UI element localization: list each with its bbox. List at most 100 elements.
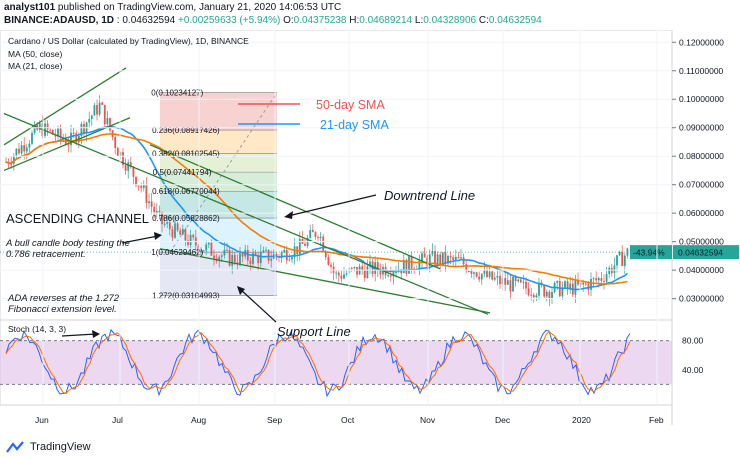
ma21-legend: MA (21, close) <box>8 61 62 71</box>
tradingview-footer[interactable]: TradingView <box>6 441 91 453</box>
candle-body <box>319 236 322 238</box>
candle-body <box>512 276 514 292</box>
candle-body <box>132 166 135 177</box>
candle-body <box>10 163 13 165</box>
candle-body <box>163 223 166 225</box>
sma21-legend-text: 21-day SMA <box>320 118 389 132</box>
candle-body <box>618 252 621 256</box>
candle-body <box>67 144 70 146</box>
candle-body <box>64 139 67 145</box>
candle-body <box>298 238 301 255</box>
ma50-legend: MA (50, close) <box>8 49 62 59</box>
candle-body <box>496 275 499 278</box>
candle-body <box>184 229 187 241</box>
fib-zone <box>160 153 277 173</box>
publisher-name[interactable]: analyst101 <box>4 2 56 13</box>
chart-area[interactable]: 0(0.10234127) 0.236(0.08917426) 0.382(0.08… <box>0 30 740 435</box>
fib-level-label: 0.382(0.08102545) <box>152 149 220 158</box>
candle-body <box>519 279 522 283</box>
stoch-oscillator: 80.00 40.00 <box>0 328 704 398</box>
candle-body <box>25 147 28 152</box>
time-label: Feb <box>649 415 664 425</box>
candle-body <box>54 134 57 137</box>
candle-body <box>506 280 509 285</box>
channel-lower-line <box>3 117 131 172</box>
candle-body <box>584 283 587 285</box>
candle-body <box>254 253 257 256</box>
candle-body <box>460 257 462 259</box>
candle-body <box>33 124 36 133</box>
bull-candle-annotation-2: 0.786 retracement. <box>6 249 86 260</box>
sma50-legend-text: 50-day SMA <box>316 98 385 112</box>
price-axis[interactable]: 0.12000000 0.11000000 0.10000000 0.09000000… <box>0 37 739 304</box>
candle-body <box>491 271 494 280</box>
candle-body <box>499 275 501 285</box>
bull-candle-arrow <box>121 235 159 244</box>
candle-body <box>530 294 533 296</box>
candle-body <box>343 274 345 279</box>
candle-body <box>275 254 278 257</box>
candle-body <box>249 260 252 264</box>
candle-body <box>613 265 616 274</box>
candle-body <box>421 253 423 261</box>
candle-body <box>467 271 470 273</box>
candle-body <box>317 237 319 239</box>
last-price: 0.04632594 <box>122 15 176 26</box>
candle-body <box>257 255 260 264</box>
candle-body <box>109 118 111 131</box>
candle-body <box>538 282 540 296</box>
candle-body <box>616 255 618 266</box>
stoch-band <box>0 340 672 385</box>
high-value: 0.04689214 <box>359 15 413 26</box>
fib-trend-line <box>169 92 278 253</box>
candle-body <box>127 162 130 171</box>
candle-body <box>426 257 429 266</box>
price-tick-label: 0.11000000 <box>679 66 724 76</box>
candle-body <box>543 285 546 297</box>
price-tick-label: 0.09000000 <box>679 123 724 133</box>
candle-body <box>80 123 83 136</box>
candle-body <box>556 281 559 283</box>
candle-body <box>38 123 41 130</box>
candle-body <box>262 250 265 253</box>
candle-body <box>153 206 156 213</box>
candle-body <box>527 288 530 296</box>
candle-body <box>470 271 473 274</box>
candle-body <box>12 155 15 164</box>
reverse-arrow <box>61 333 97 337</box>
candle-body <box>174 223 176 238</box>
reverse-annotation-2: Fibonacci extension level. <box>8 304 117 315</box>
fib-level-label: 1(0.04629462) <box>151 248 203 257</box>
candle-body <box>46 123 49 130</box>
time-axis[interactable]: Jun Jul Aug Sep Oct Nov Dec 2020 Feb <box>35 30 664 425</box>
candle-body <box>473 272 475 274</box>
candle-body <box>340 275 343 279</box>
candle-body <box>293 246 296 258</box>
candle-body <box>166 222 169 224</box>
candle-body <box>441 252 444 265</box>
chart-title: Cardano / US Dollar (calculated by Tradi… <box>8 36 249 46</box>
candle-body <box>436 254 439 265</box>
downtrend-line-2 <box>149 144 441 270</box>
candle-body <box>220 255 223 257</box>
candle-body <box>233 254 236 263</box>
open-label: O: <box>283 15 294 26</box>
candle-body <box>335 272 338 274</box>
price-tick-label: 0.05000000 <box>679 237 724 247</box>
candle-body <box>218 256 221 262</box>
candle-body <box>23 145 26 152</box>
candle-body <box>566 281 569 289</box>
candle-body <box>452 257 455 260</box>
candle-body <box>140 185 143 188</box>
candle-body <box>283 250 286 253</box>
candle-body <box>434 250 436 265</box>
candle-body <box>535 295 538 298</box>
candle-body <box>480 273 483 280</box>
candle-body <box>270 258 273 261</box>
candle-body <box>18 148 20 154</box>
candle-body <box>116 148 119 157</box>
candle-body <box>465 264 468 272</box>
trendlines[interactable] <box>0 67 672 315</box>
candle-body <box>600 278 603 281</box>
candle-body <box>587 283 590 290</box>
